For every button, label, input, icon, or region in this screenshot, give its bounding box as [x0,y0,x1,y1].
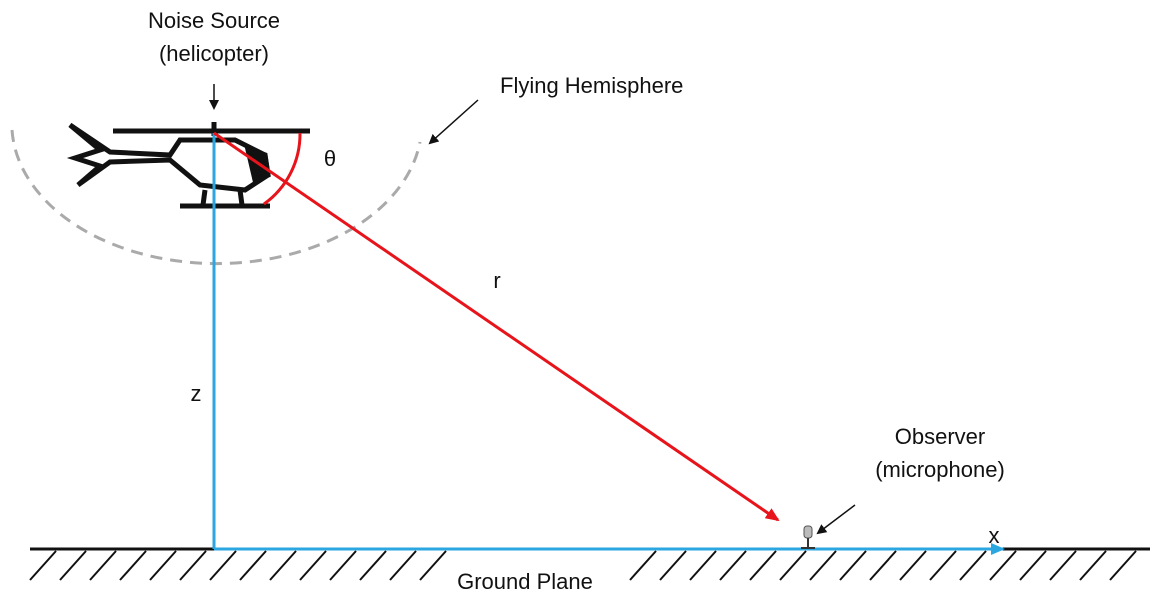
observer-arrow [818,505,855,533]
distance-label: r [493,268,500,293]
hatch-line [90,551,116,580]
hatch-line [780,551,806,580]
hatch-line [390,551,416,580]
diagram: Noise Source (helicopter) Flying Hemisph… [0,0,1156,598]
hatch-line [150,551,176,580]
hatch-line [720,551,746,580]
hatch-line [1050,551,1076,580]
hatch-line [660,551,686,580]
observer-title: Observer [895,424,985,449]
hatch-line [180,551,206,580]
hatch-line [870,551,896,580]
hatch-line [120,551,146,580]
hatch-line [840,551,866,580]
hatch-line [630,551,656,580]
hatch-line [330,551,356,580]
distance-line [214,133,778,520]
hatch-line [690,551,716,580]
hatch-line [30,551,56,580]
hemisphere-arrow [430,100,478,143]
hatch-line [900,551,926,580]
microphone [801,526,815,548]
hatch-line [960,551,986,580]
hatch-line [240,551,266,580]
hatch-line [1020,551,1046,580]
hatch-line [1110,551,1136,580]
hatch-line [1080,551,1106,580]
angle-label: θ [324,146,336,171]
hatch-line [60,551,86,580]
hatch-line [360,551,386,580]
source-title: Noise Source [148,8,280,33]
ground-label: Ground Plane [457,569,593,594]
observer-subtitle: (microphone) [875,457,1005,482]
hatch-line [210,551,236,580]
hatch-line [810,551,836,580]
height-label: z [191,381,202,406]
hatch-line [990,551,1016,580]
source-subtitle: (helicopter) [159,41,269,66]
hatch-line [300,551,326,580]
helicopter [70,122,310,206]
hatch-line [930,551,956,580]
x-axis-label: x [989,523,1000,548]
hemisphere-label: Flying Hemisphere [500,73,683,98]
hatch-line [420,551,446,580]
hatch-line [750,551,776,580]
hatch-line [270,551,296,580]
